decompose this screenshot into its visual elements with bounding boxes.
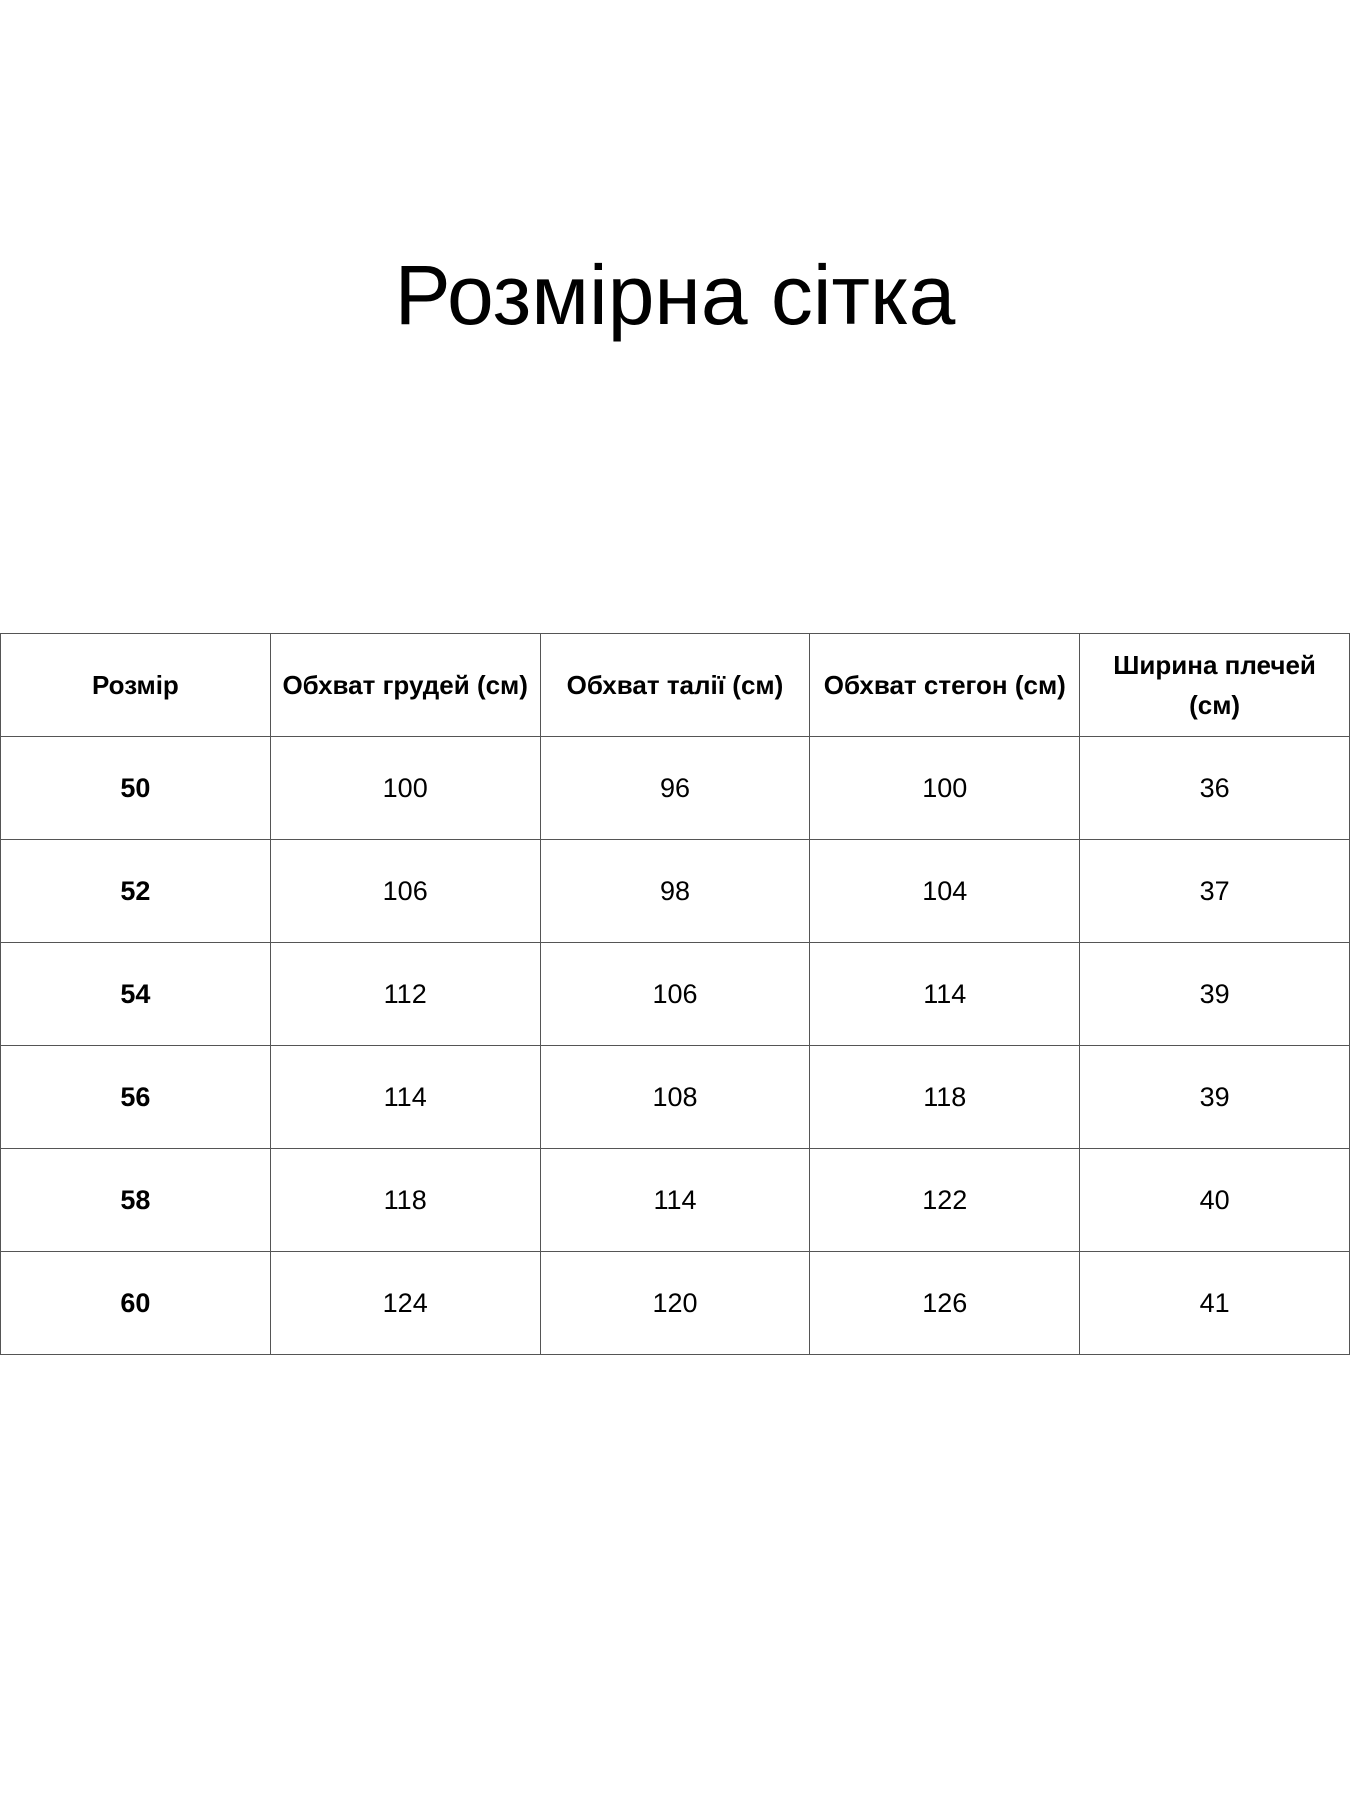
column-header: Обхват грудей (см) <box>269 633 541 737</box>
measurement-cell: 100 <box>269 736 541 840</box>
measurement-cell: 126 <box>809 1251 1081 1355</box>
measurement-cell: 114 <box>809 942 1081 1046</box>
size-table: Розмір Обхват грудей (см) Обхват талії (см… <box>0 633 1350 1355</box>
measurement-cell: 118 <box>269 1148 541 1252</box>
measurement-cell: 118 <box>809 1045 1081 1149</box>
measurement-cell: 104 <box>809 839 1081 943</box>
measurement-cell: 39 <box>1079 942 1350 1046</box>
measurement-cell: 41 <box>1079 1251 1350 1355</box>
measurement-cell: 106 <box>539 942 811 1046</box>
measurement-cell: 108 <box>539 1045 811 1149</box>
size-cell: 56 <box>0 1045 271 1149</box>
column-header: Ширина плечей (см) <box>1079 633 1350 737</box>
size-cell: 60 <box>0 1251 271 1355</box>
size-cell: 54 <box>0 942 271 1046</box>
page-title: Розмірна сітка <box>394 248 956 342</box>
table-header-row: Розмір Обхват грудей (см) Обхват талії (см… <box>0 633 1350 737</box>
table-row: 56 114 108 118 39 <box>0 1045 1350 1149</box>
measurement-cell: 114 <box>539 1148 811 1252</box>
measurement-cell: 106 <box>269 839 541 943</box>
measurement-cell: 96 <box>539 736 811 840</box>
table-row: 54 112 106 114 39 <box>0 942 1350 1046</box>
measurement-cell: 120 <box>539 1251 811 1355</box>
measurement-cell: 112 <box>269 942 541 1046</box>
table-row: 60 124 120 126 41 <box>0 1251 1350 1355</box>
size-cell: 58 <box>0 1148 271 1252</box>
table-row: 52 106 98 104 37 <box>0 839 1350 943</box>
measurement-cell: 100 <box>809 736 1081 840</box>
measurement-cell: 36 <box>1079 736 1350 840</box>
column-header: Обхват талії (см) <box>539 633 811 737</box>
measurement-cell: 98 <box>539 839 811 943</box>
size-cell: 50 <box>0 736 271 840</box>
measurement-cell: 124 <box>269 1251 541 1355</box>
measurement-cell: 39 <box>1079 1045 1350 1149</box>
measurement-cell: 40 <box>1079 1148 1350 1252</box>
measurement-cell: 37 <box>1079 839 1350 943</box>
column-header: Розмір <box>0 633 271 737</box>
measurement-cell: 114 <box>269 1045 541 1149</box>
table-row: 58 118 114 122 40 <box>0 1148 1350 1252</box>
column-header: Обхват стегон (см) <box>809 633 1081 737</box>
measurement-cell: 122 <box>809 1148 1081 1252</box>
table-row: 50 100 96 100 36 <box>0 736 1350 840</box>
size-cell: 52 <box>0 839 271 943</box>
